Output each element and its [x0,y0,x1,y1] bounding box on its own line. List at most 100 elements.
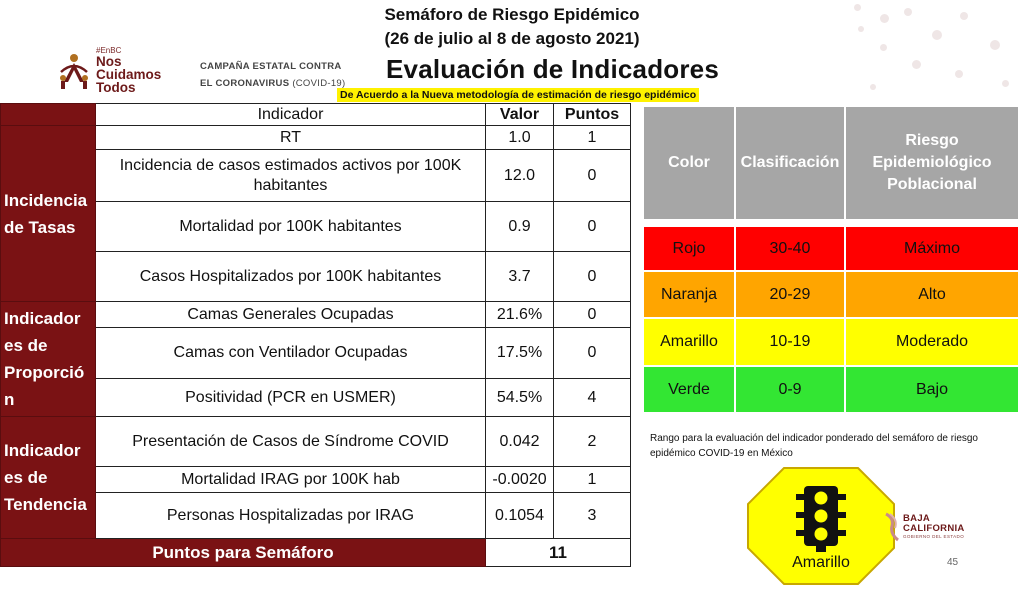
points-cell: 0 [553,251,631,302]
legend-row-rojo: Rojo 30-40 Máximo [644,227,1020,272]
title-line-2: (26 de julio al 8 de agosto 2021) [384,29,640,48]
value-cell: -0.0020 [485,466,554,493]
value-cell: 0.1054 [485,492,554,539]
methodology-note: De Acuerdo a la Nueva metodología de est… [337,88,700,102]
semaforo-label: Amarillo [792,554,850,571]
campaign-line-2-bold: EL CORONAVIRUS [200,78,290,89]
header-value: Valor [485,103,554,126]
indicator-cell: Presentación de Casos de Síndrome COVID [95,416,486,467]
legend-header-row: Color Clasificación Riesgo Epidemiológic… [644,107,1020,221]
table-row: Camas con Ventilador Ocupadas 17.5% 0 [1,327,631,379]
indicator-cell: Camas con Ventilador Ocupadas [95,327,486,379]
value-cell: 1.0 [485,125,554,150]
indicator-cell: Mortalidad por 100K habitantes [95,201,486,252]
legend-row-verde: Verde 0-9 Bajo [644,367,1020,414]
group-indicadores-tendencia: Indicador es de Tendencia [0,416,96,539]
table-row: Incidencia de Tasas RT 1.0 1 [0,125,631,302]
family-icon [60,54,88,89]
legend-row-naranja: Naranja 20-29 Alto [644,272,1020,319]
legend-range: 10-19 [736,319,846,367]
legend-note: Rango para la evaluación del indicador p… [650,433,978,459]
total-row: Puntos para Semáforo 11 [0,538,631,567]
value-cell: 21.6% [485,301,554,328]
group-incidencia-tasas: Incidencia de Tasas [0,125,96,302]
value-cell: 3.7 [485,251,554,302]
indicators-table: Indicador Valor Puntos Incidencia de Tas… [0,103,631,567]
page-number: 45 [947,557,959,568]
header-points: Puntos [553,103,631,126]
indicator-cell: Camas Generales Ocupadas [95,301,486,328]
group-header-blank [0,103,96,126]
legend-color-name: Amarillo [644,319,736,367]
legend-risk: Moderado [846,319,1020,367]
logo-line-2: Cuidamos [96,67,162,82]
bc-name: BAJA CALIFORNIA [903,514,965,534]
bc-line-1: BAJA [903,513,931,524]
campaign-line-2-thin: (COVID-19) [292,78,346,89]
campaign-text: CAMPAÑA ESTATAL CONTRA EL CORONAVIRUS (C… [200,58,345,92]
legend-risk: Alto [846,272,1020,319]
legend-color-name: Verde [644,367,736,414]
table-row: Casos Hospitalizados por 100K habitantes… [1,251,631,302]
semaforo-badge: Amarillo [746,466,896,586]
campaign-line-2: EL CORONAVIRUS (COVID-19) [200,75,345,92]
indicator-cell: Mortalidad IRAG por 100K hab [95,466,486,493]
legend-risk: Bajo [846,367,1020,414]
bc-line-2: CALIFORNIA [903,523,965,534]
logo-line-1: Nos [96,54,122,69]
logo-hashtag: #EnBC [96,46,122,55]
points-cell: 1 [553,466,631,493]
indicator-cell: Positividad (PCR en USMER) [95,378,486,417]
table-row: Indicador es de Proporció n Camas Genera… [0,301,631,417]
points-cell: 1 [553,125,631,150]
traffic-light-icon [796,486,846,552]
table-row: Mortalidad IRAG por 100K hab -0.0020 1 [1,466,631,493]
legend-range: 30-40 [736,227,846,272]
group-indicadores-proporcion: Indicador es de Proporció n [0,301,96,417]
table-header-row: Indicador Valor Puntos [0,103,631,126]
value-cell: 54.5% [485,378,554,417]
legend-header-risk: Riesgo Epidemiológico Poblacional [846,107,1020,221]
indicator-cell: Personas Hospitalizadas por IRAG [95,492,486,539]
points-cell: 0 [553,201,631,252]
legend-header-color: Color [644,107,736,221]
main-title: Evaluación de Indicadores [386,54,719,84]
legend-color-name: Naranja [644,272,736,319]
points-cell: 2 [553,416,631,467]
logo-line-3: Todos [96,80,136,95]
points-cell: 4 [553,378,631,417]
total-value: 11 [485,538,631,567]
total-label: Puntos para Semáforo [0,538,486,567]
value-cell: 17.5% [485,327,554,379]
points-cell: 0 [553,149,631,202]
value-cell: 12.0 [485,149,554,202]
risk-legend-table: Color Clasificación Riesgo Epidemiológic… [644,107,1020,414]
title-line-1: Semáforo de Riesgo Epidémico [384,5,640,24]
legend-range: 0-9 [736,367,846,414]
indicator-cell: Incidencia de casos estimados activos po… [95,149,486,202]
table-row: Incidencia de casos estimados activos po… [1,149,631,202]
baja-california-logo: BAJA CALIFORNIA GOBIERNO DEL ESTADO [884,512,994,542]
logo-text: Nos Cuidamos Todos [96,54,162,95]
points-cell: 3 [553,492,631,539]
table-row: Indicador es de Tendencia Presentación d… [0,416,631,539]
legend-risk: Máximo [846,227,1020,272]
value-cell: 0.042 [485,416,554,467]
table-row: Personas Hospitalizadas por IRAG 0.1054 … [1,492,631,539]
legend-color-name: Rojo [644,227,736,272]
nos-cuidamos-todos-logo: #EnBC Nos Cuidamos Todos [58,46,188,94]
campaign-line-1: CAMPAÑA ESTATAL CONTRA [200,61,342,72]
header-indicator: Indicador [95,103,486,126]
legend-header-classification: Clasificación [736,107,846,221]
indicator-cell: Casos Hospitalizados por 100K habitantes [95,251,486,302]
points-cell: 0 [553,327,631,379]
legend-range: 20-29 [736,272,846,319]
table-row: Positividad (PCR en USMER) 54.5% 4 [1,378,631,417]
legend-row-amarillo: Amarillo 10-19 Moderado [644,319,1020,367]
table-row: Mortalidad por 100K habitantes 0.9 0 [1,201,631,252]
indicator-cell: RT [95,125,486,150]
bc-emblem-icon [885,512,899,542]
points-cell: 0 [553,301,631,328]
value-cell: 0.9 [485,201,554,252]
octagon-badge-shape [747,467,895,585]
